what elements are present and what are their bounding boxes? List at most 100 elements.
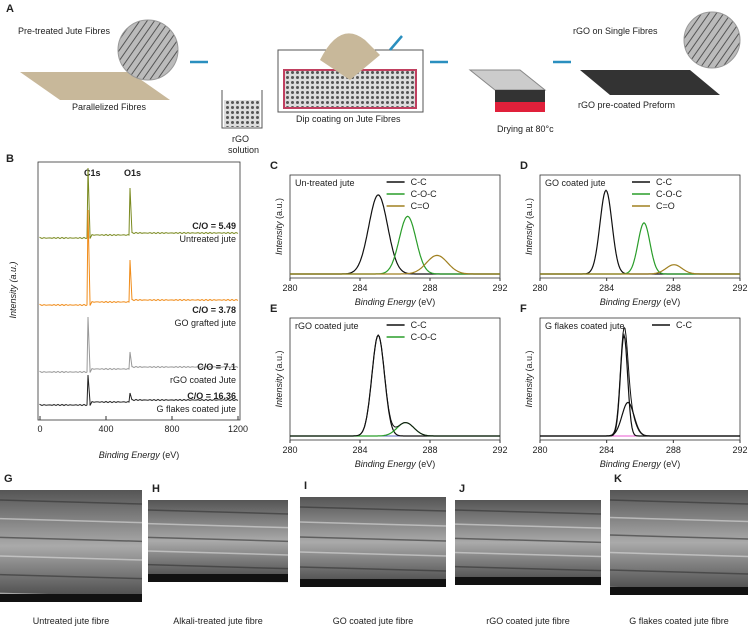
x-tick-label: 292	[492, 283, 507, 293]
x-tick-label: 292	[732, 283, 747, 293]
sem-caption: Untreated jute fibre	[33, 616, 110, 626]
spectrum-label: G flakes coated jute	[156, 404, 236, 414]
panel-label: F	[520, 303, 527, 315]
label: rGO	[232, 134, 249, 144]
x-tick-label: 288	[666, 445, 681, 455]
x-axis-unit: (eV)	[418, 297, 435, 307]
label: Dip coating on Jute Fibres	[296, 114, 401, 124]
x-axis-label: Binding Energy (eV)	[355, 297, 436, 307]
panel-title: rGO coated jute	[295, 321, 359, 331]
scale-bar	[610, 587, 748, 595]
preform	[580, 70, 720, 95]
fibre-texture	[454, 537, 602, 544]
solution	[224, 100, 260, 127]
x-tick-label: 284	[352, 445, 367, 455]
peak-component	[290, 421, 500, 437]
fibre-texture	[147, 563, 289, 570]
peak-component	[540, 264, 740, 275]
peak-component	[540, 401, 740, 437]
panel-title: G flakes coated jute	[545, 321, 625, 331]
scale-bar	[455, 577, 601, 585]
fibre-texture	[147, 522, 289, 529]
x-axis-unit: (eV)	[663, 297, 680, 307]
ratio-label: C/O = 3.78	[192, 305, 236, 315]
fibre-texture	[147, 550, 289, 556]
plot-frame	[539, 317, 741, 441]
spectra: C/O = 5.49 Untreated jute C/O = 3.78 GO gra…	[39, 167, 239, 414]
x-tick-label: 280	[282, 283, 297, 293]
peak-component	[290, 215, 500, 275]
x-tick-label: 292	[492, 445, 507, 455]
envelope	[540, 326, 740, 437]
plot-frame	[37, 161, 241, 421]
beaker	[221, 90, 263, 129]
arrow	[389, 35, 403, 51]
plot-frame	[289, 317, 501, 441]
peak-component	[540, 332, 740, 437]
fibre-texture	[0, 536, 143, 543]
ratio-label: C/O = 7.1	[197, 362, 236, 372]
y-axis-label-text: Intensity	[274, 374, 284, 408]
label: Parallelized Fibres	[72, 102, 147, 112]
x-tick-label: 288	[666, 283, 681, 293]
x-axis-label: Binding Energy (eV)	[99, 450, 180, 460]
sem-caption: rGO coated jute fibre	[486, 616, 570, 626]
y-axis-label: Intensity (a.u.)	[274, 350, 284, 407]
y-axis-unit: (a.u.)	[524, 198, 534, 219]
x-axis-label-text: Binding Energy	[600, 297, 662, 307]
sem-image	[610, 490, 748, 595]
fibre-texture	[454, 551, 602, 558]
sem-caption: Alkali-treated jute fibre	[173, 616, 263, 626]
legend-label: C-C	[411, 320, 427, 330]
x-axis-unit: (eV)	[162, 450, 179, 460]
panel-label: E	[270, 303, 277, 315]
y-axis-label: Intensity (a.u.)	[524, 350, 534, 407]
x-tick-label: 280	[532, 445, 547, 455]
x-axis-label-text: Binding Energy	[355, 459, 417, 469]
fibre-texture	[0, 573, 143, 580]
y-axis-unit: (a.u.)	[274, 350, 284, 371]
heater	[495, 102, 545, 112]
peak-label: O1s	[124, 168, 141, 178]
x-tick-label: 288	[422, 445, 437, 455]
xps-panel: D GO coated jute C-C C-O-C C=O 280 284 288 292 Bi…	[520, 160, 748, 307]
fibre-texture	[609, 516, 748, 523]
x-tick-label: 1200	[228, 424, 248, 434]
fibre-texture	[147, 536, 289, 543]
scale-bar	[0, 594, 142, 602]
xps-panel: F G flakes coated jute C-C 280 284 288 292 Bind…	[520, 303, 748, 469]
oven-plate	[468, 69, 547, 91]
x-tick-label: 292	[732, 445, 747, 455]
legend-label: C=O	[656, 201, 675, 211]
x-axis-unit: (eV)	[418, 459, 435, 469]
fibre-texture	[454, 509, 602, 515]
y-axis-unit: (a.u.)	[274, 198, 284, 219]
xps-panel: C Un-treated jute C-C C-O-C C=O 280 284 288 292 B…	[270, 160, 508, 307]
sem-inset	[117, 19, 179, 81]
x-tick-label: 800	[164, 424, 179, 434]
panel-label: B	[6, 153, 14, 165]
sem-panels: G Untreated jute fibre H Alkali-treated jut…	[0, 473, 748, 626]
panel-label: A	[6, 3, 14, 15]
peak-component	[290, 254, 500, 275]
y-axis-label-text: Intensity	[274, 221, 284, 255]
panel-label: C	[270, 160, 278, 172]
fibre-texture	[299, 521, 447, 527]
peak-component	[540, 222, 740, 275]
fibre-texture	[299, 536, 447, 542]
y-axis-unit: (a.u.)	[524, 350, 534, 371]
fibre-texture	[609, 499, 748, 505]
fibre-texture	[609, 551, 748, 558]
peak-label: C1s	[84, 168, 101, 178]
sem-image	[455, 500, 601, 585]
label: rGO on Single Fibres	[573, 26, 658, 36]
x-tick-label: 284	[599, 283, 614, 293]
sem-caption: G flakes coated jute fibre	[629, 616, 729, 626]
scale-bar	[300, 579, 446, 587]
y-axis-label: Intensity (a.u.)	[8, 261, 18, 318]
fibre-texture	[0, 517, 143, 524]
y-axis-label: Intensity (a.u.)	[524, 198, 534, 255]
xps-panels: C Un-treated jute C-C C-O-C C=O 280 284 288 292 B…	[270, 160, 748, 469]
